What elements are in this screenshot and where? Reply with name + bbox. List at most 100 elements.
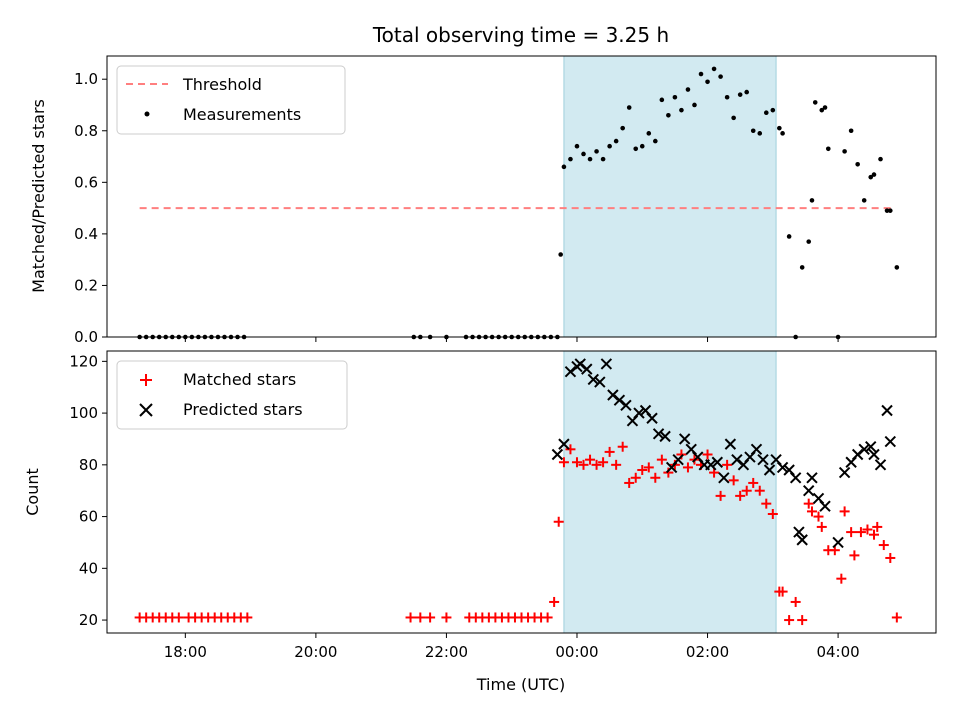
measurement-point: [581, 151, 586, 157]
matched-star-point: [542, 612, 553, 623]
matched-star-point: [839, 506, 850, 517]
x-tick-label: 22:00: [425, 643, 468, 661]
predicted-star-point: [793, 526, 805, 538]
matched-star-point: [656, 454, 667, 465]
measurement-point: [855, 161, 860, 167]
measurement-point: [884, 208, 890, 213]
measurement-point: [705, 79, 710, 85]
matched-star-point: [784, 615, 795, 626]
predicted-star-point: [718, 472, 730, 484]
matched-star-point: [571, 457, 582, 468]
y-tick-label: 20: [79, 611, 98, 629]
measurement-point: [770, 107, 776, 113]
measurements-legend-swatch: [144, 111, 150, 117]
measurement-point: [871, 172, 877, 177]
measurement-point: [672, 94, 678, 100]
matched-star-point: [741, 485, 752, 496]
x-tick-label: 02:00: [686, 643, 729, 661]
y-tick-label: 0.4: [74, 225, 98, 243]
measurement-point: [692, 102, 697, 108]
measurement-point: [711, 66, 717, 72]
measurement-point: [718, 74, 723, 79]
predicted-star-point: [763, 464, 776, 476]
measurement-point: [819, 107, 825, 113]
measurement-point: [626, 105, 632, 110]
predicted-star-point: [558, 438, 570, 450]
measurement-point: [724, 94, 730, 100]
matched-star-point: [425, 612, 436, 623]
matched-star-point: [441, 612, 452, 623]
predicted-star-point: [789, 472, 802, 484]
measurement-point: [757, 131, 763, 136]
predicted-star-point: [678, 433, 691, 445]
measurement-point: [842, 149, 847, 154]
matched-star-point: [598, 457, 609, 468]
matched-star-point: [891, 612, 902, 623]
predicted-star-point: [672, 453, 684, 466]
measurement-point: [685, 87, 691, 92]
matched-star-point: [702, 449, 713, 460]
predicted-star-point: [659, 430, 671, 443]
predicted-legend-swatch: [139, 403, 153, 417]
y-tick-label: 120: [69, 352, 98, 370]
y-tick-label: 80: [79, 456, 98, 474]
matched-star-point: [803, 498, 814, 509]
predicted-star-point: [620, 399, 632, 412]
matched-star-point: [630, 472, 641, 483]
predicted-star-point: [705, 459, 717, 471]
predicted-star-point: [819, 500, 831, 512]
measurement-point: [825, 146, 831, 152]
matched-star-point: [813, 511, 824, 522]
measurement-point: [679, 107, 684, 113]
chart-title: Total observing time = 3.25 h: [372, 23, 669, 47]
matched-star-point: [735, 490, 746, 501]
observing-window-shade: [563, 350, 777, 634]
predicted-star-point: [806, 472, 818, 484]
matched-star-point: [728, 475, 739, 486]
measurement-point: [666, 112, 671, 118]
matched-star-point: [790, 596, 801, 607]
predicted-star-point: [652, 428, 665, 440]
measurement-point: [763, 110, 769, 116]
matched-star-point: [624, 477, 635, 488]
matched-legend-swatch: [140, 374, 152, 386]
matched-star-point: [806, 506, 817, 517]
measurement-point: [568, 156, 573, 162]
matched-star-point: [682, 462, 693, 473]
measurement-point: [594, 149, 599, 154]
matched-star-point: [846, 527, 857, 538]
predicted-star-point: [865, 441, 877, 453]
matched-star-point: [715, 490, 726, 501]
measurement-point: [737, 92, 743, 97]
measurements-legend-label: Measurements: [183, 105, 301, 124]
ratio-legend: Threshold Measurements: [116, 65, 346, 135]
measurement-point: [861, 198, 867, 203]
matched-star-point: [722, 459, 733, 470]
matched-star-point: [415, 612, 426, 623]
measurement-point: [809, 198, 815, 203]
measurement-point: [894, 265, 900, 270]
predicted-star-point: [874, 459, 887, 471]
measurement-point: [799, 265, 805, 270]
count-panel: 20 40 60 80 100 120 18:00 20:00 22:00 00:00 02:00…: [23, 350, 937, 694]
predicted-star-point: [868, 448, 880, 461]
matched-star-point: [578, 459, 589, 470]
measurement-point: [698, 71, 704, 77]
measurement-point: [822, 105, 828, 110]
predicted-star-point: [587, 373, 600, 386]
measurement-point: [750, 128, 756, 134]
y-tick-label: 100: [69, 404, 98, 422]
ratio-axes-frame: [106, 55, 937, 338]
matched-star-point: [849, 550, 860, 561]
matched-star-point: [650, 472, 661, 483]
matched-star-point: [591, 459, 602, 470]
predicted-star-point: [594, 376, 606, 388]
threshold-legend-label: Threshold: [182, 75, 262, 94]
y-tick-label: 0.2: [74, 276, 98, 294]
matched-star-point: [748, 477, 759, 488]
count-legend: Matched stars Predicted stars: [116, 360, 348, 430]
x-tick-label: 20:00: [294, 643, 337, 661]
measurement-point: [653, 138, 658, 144]
matched-star-point: [761, 498, 772, 509]
matched-star-point: [885, 552, 896, 563]
